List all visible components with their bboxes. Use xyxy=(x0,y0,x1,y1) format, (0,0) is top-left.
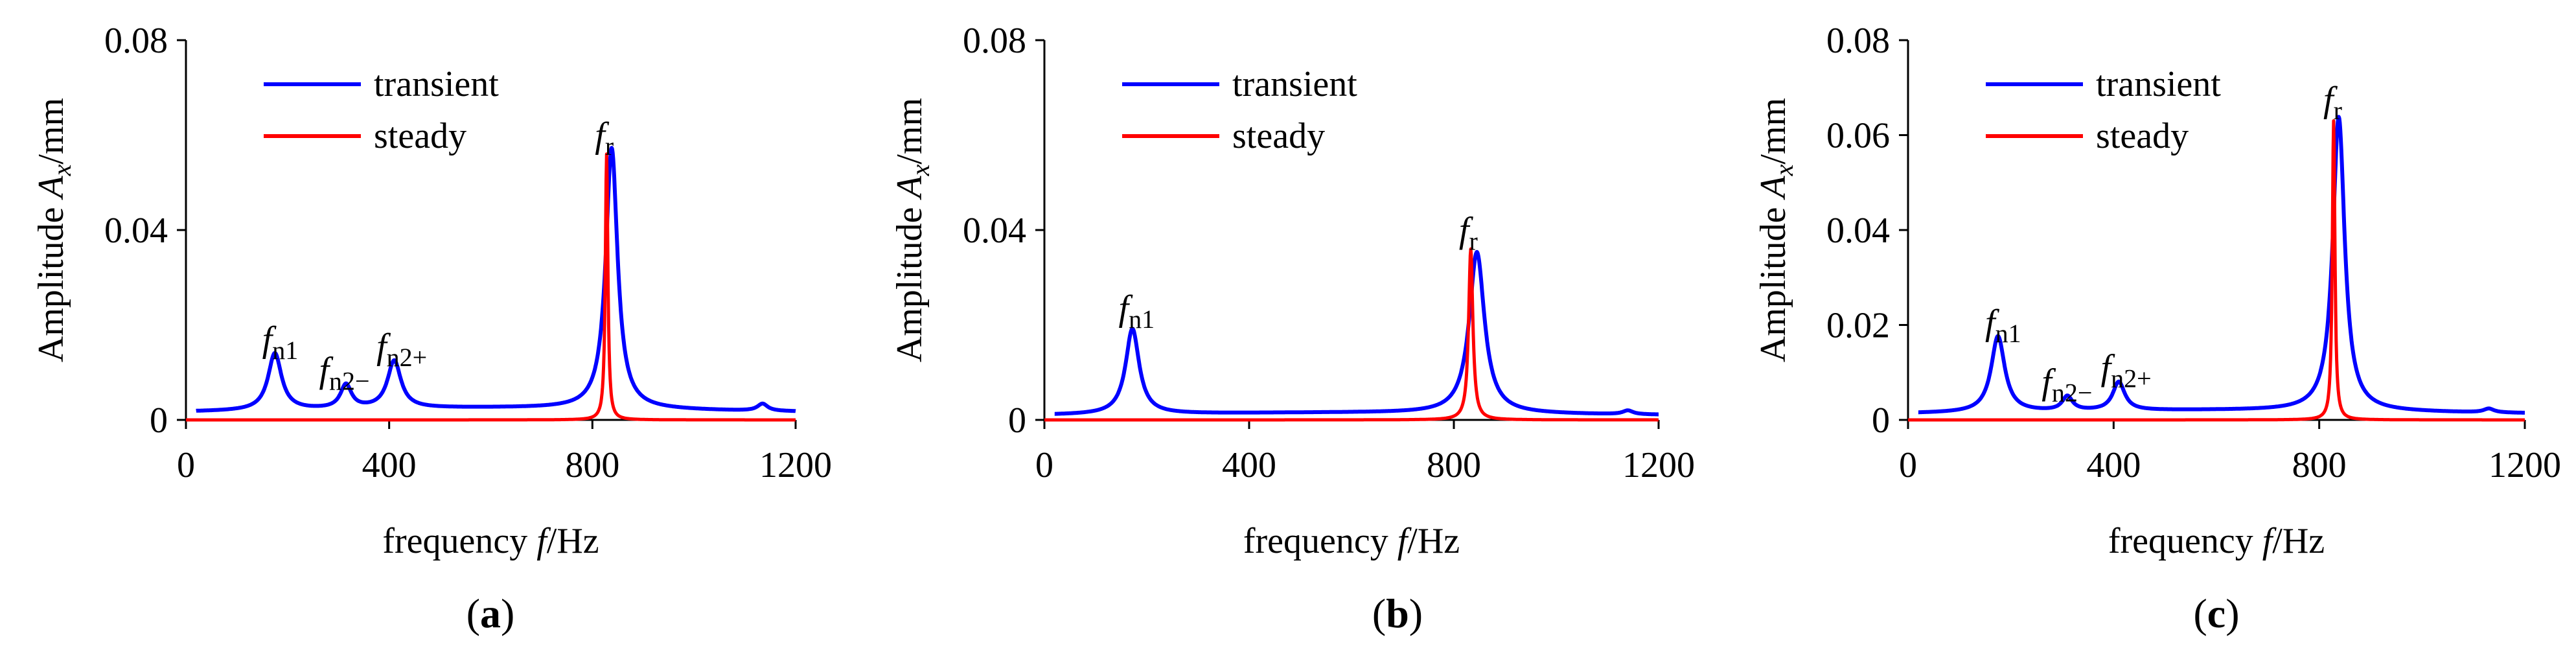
series-line-transient xyxy=(1053,249,1661,417)
legend-label-transient: transient xyxy=(2096,64,2221,104)
panel-caption: (a) xyxy=(466,590,515,636)
x-tick-label: 0 xyxy=(1035,445,1053,485)
x-tick-label: 0 xyxy=(177,445,195,485)
legend-label-steady: steady xyxy=(2096,116,2189,156)
x-axis-label: frequency f/Hz xyxy=(1243,521,1460,561)
x-tick-label: 800 xyxy=(565,445,619,485)
y-tick-label: 0.02 xyxy=(1826,306,1890,346)
peak-annotation: fn2+ xyxy=(2101,348,2152,393)
peak-annotation: fr xyxy=(1459,210,1478,255)
x-tick-label: 400 xyxy=(1222,445,1276,485)
y-tick-label: 0 xyxy=(1008,400,1026,441)
peak-annotation: fr xyxy=(2323,80,2342,125)
x-tick-label: 800 xyxy=(1427,445,1481,485)
series-line-transient xyxy=(194,146,798,413)
chart-panel-a: 0 400 800 1200 0 0.04 0.08 frequency f/Hz Amplit… xyxy=(31,21,832,636)
legend-label-transient: transient xyxy=(1232,64,1357,104)
series-line-transient xyxy=(1916,115,2527,415)
panel-caption: (b) xyxy=(1372,590,1423,636)
x-axis-label: frequency f/Hz xyxy=(2108,521,2325,561)
peak-annotation: fn1 xyxy=(262,319,299,365)
peak-annotation: fn1 xyxy=(1985,303,2021,348)
y-tick-label: 0.08 xyxy=(963,21,1026,61)
y-tick-label: 0.08 xyxy=(104,21,168,61)
x-tick-label: 1200 xyxy=(2489,445,2561,485)
x-tick-label: 0 xyxy=(1899,445,1917,485)
x-tick-label: 400 xyxy=(2086,445,2141,485)
chart-panel-b: 0 400 800 1200 0 0.04 0.08 frequency f/Hz Amplit… xyxy=(890,21,1695,636)
y-tick-label: 0.06 xyxy=(1826,116,1890,156)
y-tick-label: 0.08 xyxy=(1826,21,1890,61)
series-line-steady xyxy=(1043,247,1660,422)
x-tick-label: 400 xyxy=(362,445,417,485)
peak-annotation: fr xyxy=(595,115,614,161)
y-axis-label: Amplitude Ax/mm xyxy=(1753,98,1799,362)
y-axis-label: Amplitude Ax/mm xyxy=(890,98,935,362)
panel-caption: (c) xyxy=(2193,590,2239,636)
y-tick-label: 0.04 xyxy=(1826,211,1890,251)
y-tick-label: 0.04 xyxy=(963,211,1026,251)
series-line-steady xyxy=(185,152,797,422)
chart-panel-c: 0 400 800 1200 0 0.02 0.04 0.06 0.08 frequency f/… xyxy=(1753,21,2561,636)
peak-annotation: fn2− xyxy=(319,350,369,395)
x-tick-label: 1200 xyxy=(1622,445,1695,485)
y-tick-label: 0.04 xyxy=(104,211,168,251)
x-tick-label: 800 xyxy=(2292,445,2347,485)
peak-annotation: fn2− xyxy=(2041,362,2092,408)
x-tick-label: 1200 xyxy=(759,445,832,485)
x-axis-label: frequency f/Hz xyxy=(382,521,599,561)
series-line-steady xyxy=(1907,119,2526,422)
y-tick-label: 0 xyxy=(1872,400,1890,441)
legend-label-steady: steady xyxy=(374,116,466,156)
peak-annotation: fn2+ xyxy=(376,327,427,372)
y-axis-label: Amplitude Ax/mm xyxy=(31,98,76,362)
y-tick-label: 0 xyxy=(150,400,168,441)
peak-annotation: fn1 xyxy=(1119,288,1155,334)
legend-label-steady: steady xyxy=(1232,116,1325,156)
legend-label-transient: transient xyxy=(374,64,499,104)
